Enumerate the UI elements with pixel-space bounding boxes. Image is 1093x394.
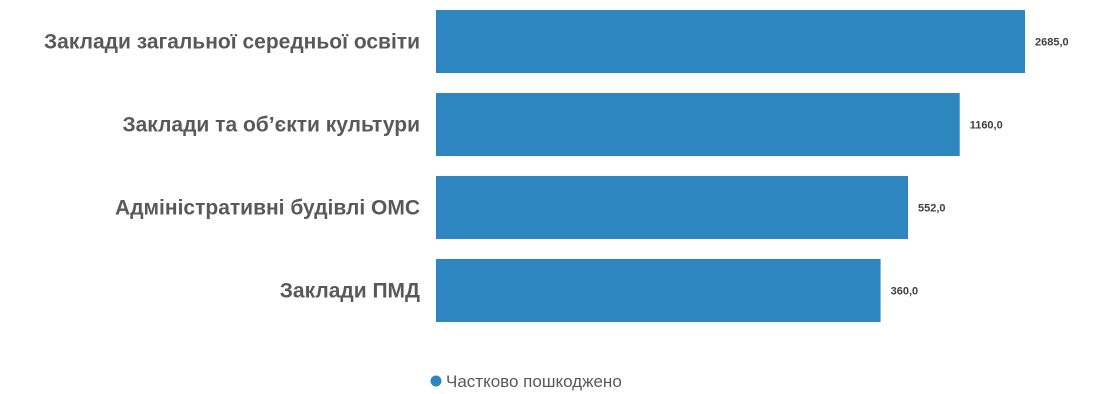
category-label: Заклади та об’єкти культури xyxy=(122,114,420,137)
category-label: Заклади ПМД xyxy=(280,280,420,303)
category-label: Адміністративні будівлі ОМС xyxy=(115,197,420,220)
category-label: Заклади загальної середньої освіти xyxy=(44,31,420,54)
value-labels: 2685,0 1160,0 552,0 360,0 xyxy=(891,37,1069,298)
bar xyxy=(436,10,1025,73)
bar xyxy=(436,93,960,156)
bars xyxy=(436,10,1025,322)
data-label: 1160,0 xyxy=(970,120,1003,132)
legend: Частково пошкоджено xyxy=(430,372,622,391)
data-label: 360,0 xyxy=(891,286,919,298)
data-label: 552,0 xyxy=(918,203,946,215)
bar xyxy=(436,176,908,239)
category-labels: Заклади загальної середньої освіти Заклад… xyxy=(44,31,420,303)
data-label: 2685,0 xyxy=(1035,37,1069,49)
bar xyxy=(436,259,881,322)
legend-marker xyxy=(430,375,442,387)
legend-label: Частково пошкоджено xyxy=(446,372,622,391)
